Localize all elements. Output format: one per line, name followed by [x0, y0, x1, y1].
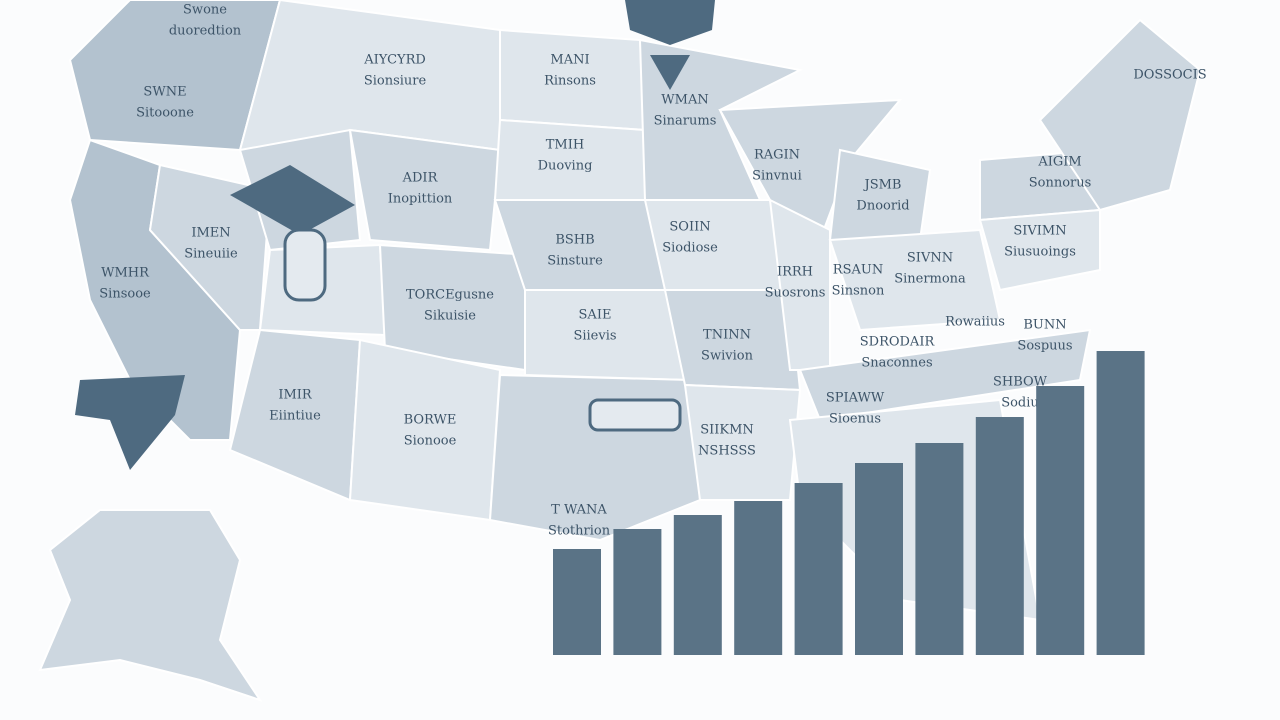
bar — [673, 515, 722, 655]
state-label: Rinsons — [544, 74, 596, 89]
state-label: Sineuiie — [184, 247, 238, 262]
state-label: Swone — [183, 3, 227, 18]
map — [38, 0, 1202, 702]
state-label: Snaconnes — [861, 356, 932, 371]
state-label: SIVNN — [907, 251, 953, 266]
state-label: Sionooe — [404, 434, 457, 449]
state-label: Sinsnon — [832, 284, 885, 299]
state-label: Dnoorid — [856, 199, 909, 214]
state-label: Sospuus — [1017, 339, 1072, 354]
state-label: JSMB — [863, 178, 902, 193]
state-label: NSHSSS — [698, 444, 756, 459]
state-label: DOSSOCIS — [1133, 68, 1206, 83]
state — [68, 0, 282, 152]
state-label: TORCEgusne — [406, 288, 494, 303]
state-label: IRRH — [777, 265, 813, 280]
bar — [613, 529, 662, 655]
state-label: Sionsiure — [364, 74, 427, 89]
state — [348, 128, 502, 252]
state-label: SIVIMN — [1013, 224, 1066, 239]
state-label: BUNN — [1023, 318, 1066, 333]
state-label: Suosrons — [765, 286, 826, 301]
state — [978, 208, 1101, 292]
state-label: Stothrion — [548, 524, 611, 539]
state-label: AIYCYRD — [363, 53, 426, 68]
state-label: Sinermona — [894, 272, 966, 287]
bar — [553, 549, 601, 655]
state-label: AIGIM — [1037, 155, 1081, 170]
state-label: SHBOW — [993, 375, 1048, 390]
state-label: Sinvnui — [752, 169, 802, 184]
icons — [75, 0, 715, 470]
state-label: SOIIN — [669, 220, 710, 235]
state — [638, 38, 804, 201]
state-label: Sioenus — [829, 412, 881, 427]
state-label: IMEN — [191, 226, 230, 241]
map-labels: Swone duoredtion AIYCYRD Sionsiure SWNE Sitoo… — [99, 3, 1206, 539]
state-label: Sinarums — [654, 114, 717, 129]
bar — [1036, 386, 1085, 655]
diploma-icon — [588, 398, 682, 432]
diploma-icon — [283, 228, 327, 302]
state — [828, 228, 1002, 332]
state-label: Swivion — [701, 349, 754, 364]
state-label: duoredtion — [169, 24, 242, 39]
bar-chart — [553, 351, 1145, 655]
state-label: RAGIN — [754, 148, 800, 163]
state-label: Sinsooe — [99, 287, 151, 302]
state-label: IMIR — [278, 388, 313, 403]
state-label: Rowaiius — [945, 315, 1005, 330]
bar — [1096, 351, 1145, 655]
state — [828, 148, 932, 241]
state-label: Siievis — [573, 329, 616, 344]
state-label: SIIKMN — [700, 423, 754, 438]
state-label: Sitooone — [136, 106, 194, 121]
state — [683, 383, 802, 501]
state-label: T WANA — [551, 503, 607, 518]
state — [348, 338, 502, 522]
state-label: MANI — [550, 53, 589, 68]
state-label: Sikuisie — [424, 309, 476, 324]
bar — [975, 417, 1024, 655]
state-label: BORWE — [404, 413, 457, 428]
state-label: BSHB — [555, 233, 594, 248]
state-label: Sinsture — [547, 254, 603, 269]
state-label: SDRODAIR — [860, 335, 936, 350]
state-label: SPIAWW — [826, 391, 885, 406]
state — [798, 328, 1092, 422]
state-label: Sodiu — [1001, 396, 1039, 411]
state-label: Inopittion — [388, 192, 453, 207]
cap-icon — [625, 0, 715, 45]
state-label: Siodiose — [662, 241, 718, 256]
state-label: WMAN — [661, 93, 708, 108]
state-label: ADIR — [402, 171, 439, 186]
state-label: RSAUN — [833, 263, 883, 278]
alaska — [38, 509, 263, 702]
state-label: Siusuoings — [1004, 245, 1076, 260]
state-label: TMIH — [546, 138, 584, 153]
bar — [734, 501, 783, 655]
cap-icon — [230, 165, 355, 235]
state-label: Duoving — [538, 159, 593, 174]
state-label: WMHR — [101, 266, 150, 281]
bar — [915, 443, 964, 655]
state-label: SWNE — [143, 85, 186, 100]
bar — [794, 483, 843, 655]
state-label: SAIE — [579, 308, 612, 323]
state-label: TNINN — [703, 328, 751, 343]
state — [1038, 18, 1202, 212]
pin-icon — [75, 375, 185, 470]
state-label: Eiintiue — [269, 409, 321, 424]
bar — [855, 463, 903, 655]
state-label: Sonnorus — [1029, 176, 1092, 191]
pin-icon — [650, 55, 690, 90]
